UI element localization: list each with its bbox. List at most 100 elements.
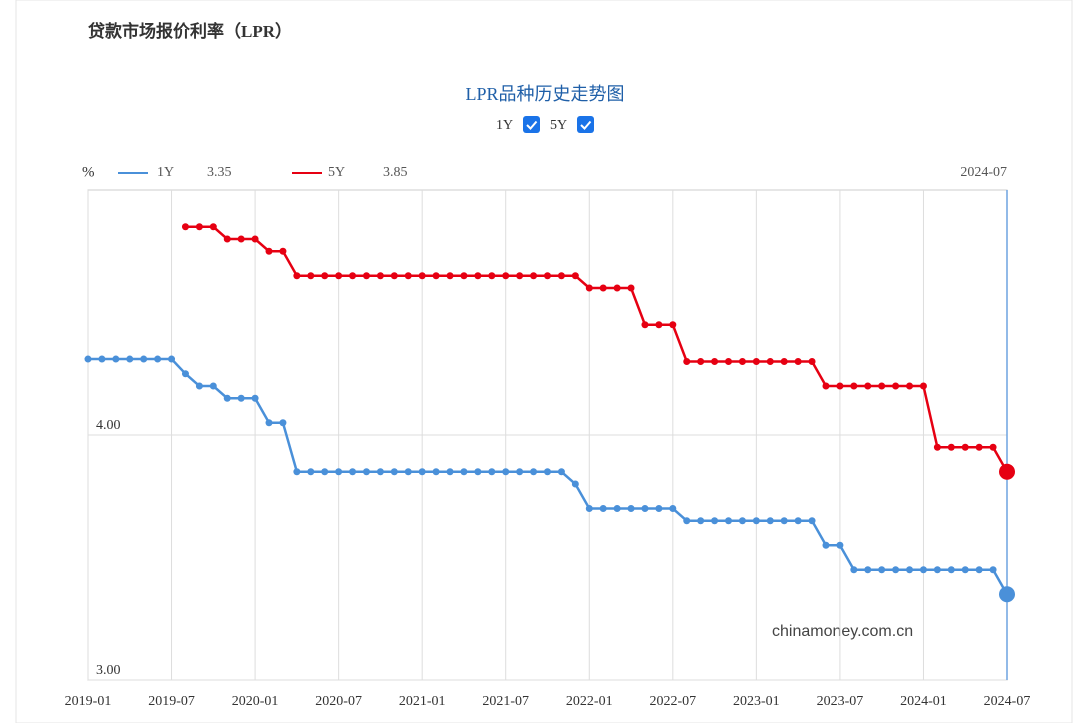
x-tick-label: 2021-01 xyxy=(399,694,446,709)
data-point xyxy=(933,443,941,451)
checkbox-label: 5Y xyxy=(550,118,567,133)
data-point xyxy=(613,284,621,292)
data-point xyxy=(223,235,231,243)
data-point xyxy=(516,272,524,280)
data-point xyxy=(181,223,189,231)
data-point xyxy=(460,468,468,476)
data-point xyxy=(766,358,774,365)
data-point xyxy=(488,468,496,476)
data-point xyxy=(975,566,983,574)
data-point xyxy=(474,468,482,476)
data-point xyxy=(864,566,872,574)
data-point xyxy=(557,272,565,280)
checkbox[interactable] xyxy=(523,116,540,133)
data-point xyxy=(404,272,412,280)
data-point xyxy=(975,443,983,451)
data-point xyxy=(933,566,941,574)
x-tick-label: 2019-01 xyxy=(65,694,112,709)
data-point xyxy=(725,358,733,365)
data-point xyxy=(293,272,301,280)
data-point xyxy=(251,394,259,402)
data-point xyxy=(432,468,440,476)
data-point xyxy=(961,566,969,574)
data-point xyxy=(557,468,565,476)
data-point xyxy=(752,517,760,525)
page-title: 贷款市场报价利率（LPR） xyxy=(88,21,292,41)
data-point xyxy=(279,419,287,427)
data-point xyxy=(544,272,551,280)
x-tick-label: 2020-01 xyxy=(232,694,279,709)
data-point xyxy=(279,247,287,255)
legend-value: 3.85 xyxy=(383,165,408,180)
data-point xyxy=(544,468,551,476)
x-tick-label: 2019-07 xyxy=(148,694,195,709)
data-point xyxy=(293,468,301,476)
data-point xyxy=(418,272,426,280)
data-point xyxy=(460,272,468,280)
watermark: chinamoney.com.cn xyxy=(772,623,913,640)
data-point xyxy=(766,517,774,525)
chart-title: LPR品种历史走势图 xyxy=(465,84,624,104)
data-point xyxy=(808,358,816,365)
data-point xyxy=(571,480,579,488)
x-tick-label: 2021-07 xyxy=(482,694,529,709)
data-point xyxy=(738,517,746,525)
legend-label: 1Y xyxy=(157,165,174,180)
data-point xyxy=(906,382,914,390)
x-tick-label: 2024-01 xyxy=(900,694,947,709)
data-point xyxy=(446,468,454,476)
data-point xyxy=(836,541,844,549)
data-point xyxy=(376,272,384,280)
data-point xyxy=(683,358,691,365)
data-point xyxy=(697,517,705,525)
data-point xyxy=(599,284,607,292)
checkbox-tick xyxy=(580,120,592,130)
data-point xyxy=(961,443,969,451)
data-point xyxy=(195,223,203,231)
data-point xyxy=(237,394,245,402)
data-point xyxy=(571,272,579,280)
data-point xyxy=(335,468,343,476)
data-point xyxy=(878,382,886,390)
data-point xyxy=(390,468,398,476)
data-point xyxy=(641,321,649,329)
data-point xyxy=(919,382,927,390)
checkbox[interactable] xyxy=(577,116,594,133)
data-point xyxy=(585,284,593,292)
data-point xyxy=(362,468,370,476)
x-tick-label: 2024-07 xyxy=(984,694,1031,709)
data-point xyxy=(349,272,357,280)
data-point xyxy=(195,382,203,390)
data-point xyxy=(919,566,927,574)
data-point xyxy=(307,468,315,476)
data-point xyxy=(84,355,92,363)
data-point xyxy=(530,272,538,280)
data-point xyxy=(265,419,273,427)
data-point xyxy=(850,566,858,574)
data-point xyxy=(947,566,955,574)
data-point xyxy=(892,382,900,390)
data-point xyxy=(780,517,788,525)
data-point xyxy=(488,272,496,280)
data-point xyxy=(502,468,510,476)
data-point xyxy=(999,463,1015,480)
data-point xyxy=(669,505,677,512)
legend-label: 5Y xyxy=(328,165,345,180)
data-point xyxy=(613,505,621,512)
data-point xyxy=(112,355,120,363)
data-point xyxy=(98,355,106,363)
data-point xyxy=(502,272,510,280)
data-point xyxy=(836,382,844,390)
legend-value: 3.35 xyxy=(207,165,232,180)
legend-date: 2024-07 xyxy=(960,165,1007,180)
data-point xyxy=(599,505,607,512)
data-point xyxy=(335,272,343,280)
data-point xyxy=(655,321,663,329)
data-point xyxy=(892,566,900,574)
x-tick-label: 2023-01 xyxy=(733,694,780,709)
data-point xyxy=(947,443,955,451)
data-point xyxy=(906,566,914,574)
data-point xyxy=(223,394,231,402)
